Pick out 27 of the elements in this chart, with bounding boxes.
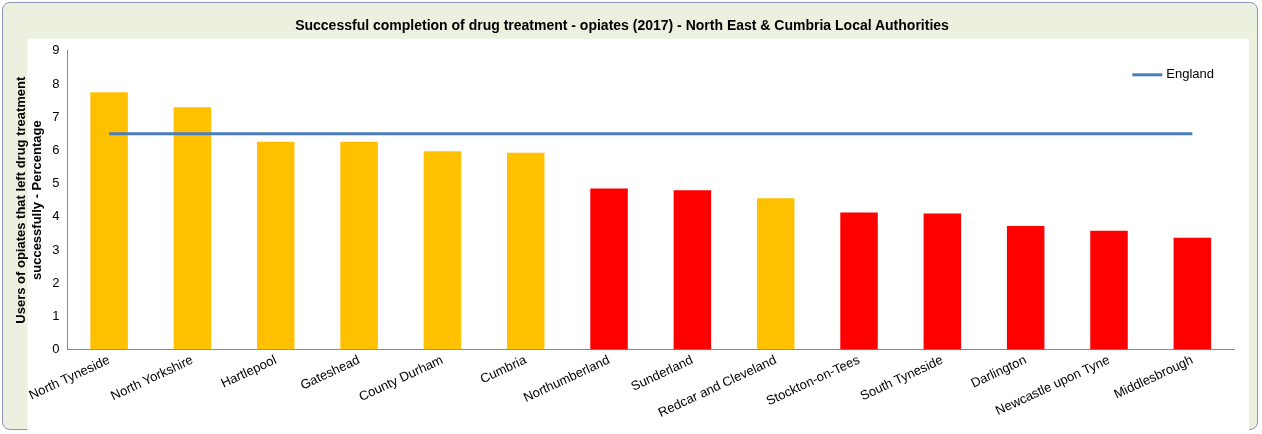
y-tick-label: 9 bbox=[52, 42, 60, 58]
bar bbox=[90, 92, 128, 350]
y-tick-label: 8 bbox=[52, 75, 60, 91]
y-tick-label: 7 bbox=[52, 108, 60, 124]
y-tick-label: 2 bbox=[52, 274, 60, 290]
y-tick-label: 6 bbox=[52, 141, 60, 157]
bar bbox=[1006, 226, 1045, 350]
bar bbox=[1090, 230, 1128, 350]
bar bbox=[673, 190, 712, 350]
bar bbox=[840, 212, 878, 350]
bar bbox=[257, 141, 295, 350]
legend-label: England bbox=[1166, 66, 1215, 82]
bar bbox=[506, 152, 545, 350]
y-tick-label: 3 bbox=[52, 241, 60, 257]
y-tick-label: 5 bbox=[52, 175, 60, 191]
bar bbox=[423, 151, 462, 350]
chart-title: Successful completion of drug treatment - opiates (2017) - North East & Cumbria Local Authorities bbox=[295, 17, 950, 34]
bar bbox=[1173, 237, 1212, 350]
y-tick-label: 4 bbox=[52, 208, 60, 224]
y-axis-title: Users of opiates that left drug treatment successfully - Percentage bbox=[13, 75, 44, 324]
bar bbox=[590, 188, 628, 350]
y-tick-label: 1 bbox=[52, 307, 60, 323]
y-tick-label: 0 bbox=[52, 341, 60, 357]
bar bbox=[923, 213, 962, 350]
bar bbox=[756, 198, 795, 350]
bar bbox=[340, 141, 378, 350]
bar bbox=[173, 107, 212, 350]
